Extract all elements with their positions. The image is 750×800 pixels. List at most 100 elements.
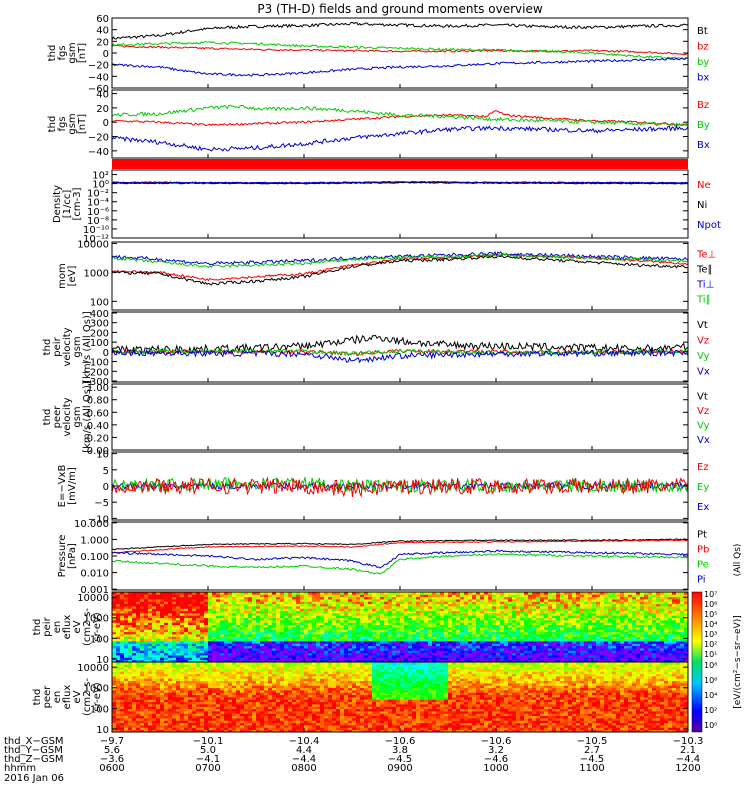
heatmap-cell xyxy=(564,627,569,630)
heatmap-cell xyxy=(652,608,657,612)
heatmap-cell xyxy=(324,596,329,600)
heatmap-cell xyxy=(484,613,489,616)
heatmap-cell xyxy=(456,599,461,602)
heatmap-cell xyxy=(640,636,645,640)
heatmap-cell xyxy=(512,608,517,612)
heatmap-cell xyxy=(416,606,421,609)
heatmap-cell xyxy=(220,652,225,656)
heatmap-cell xyxy=(448,634,453,637)
heatmap-cell xyxy=(440,606,445,609)
heatmap-cell xyxy=(124,603,129,607)
heatmap-cell xyxy=(568,624,573,628)
heatmap-cell xyxy=(340,610,345,614)
heatmap-cell xyxy=(300,594,305,598)
heatmap-cell xyxy=(356,645,361,649)
heatmap-cell xyxy=(144,680,149,684)
heatmap-cell xyxy=(416,599,421,602)
heatmap-cell xyxy=(588,634,593,637)
heatmap-cell xyxy=(404,655,409,658)
heatmap-cell xyxy=(288,657,293,661)
heatmap-cell xyxy=(320,652,325,656)
heatmap-cell xyxy=(188,641,193,644)
heatmap-cell xyxy=(240,627,245,630)
heatmap-cell xyxy=(136,643,141,647)
heatmap-cell xyxy=(280,620,285,623)
heatmap-cell xyxy=(480,629,485,633)
heatmap-cell xyxy=(444,601,449,605)
heatmap-cell xyxy=(232,650,237,654)
heatmap-cell xyxy=(516,648,521,651)
heatmap-cell xyxy=(220,648,225,651)
heatmap-cell xyxy=(372,594,377,598)
heatmap-cell xyxy=(384,610,389,614)
heatmap-cell xyxy=(484,603,489,607)
heatmap-cell xyxy=(300,631,305,635)
heatmap-cell xyxy=(132,627,137,630)
heatmap-cell xyxy=(128,729,133,733)
heatmap-cell xyxy=(644,592,649,595)
heatmap-cell xyxy=(456,657,461,661)
heatmap-cell xyxy=(540,592,545,595)
heatmap-cell xyxy=(388,643,393,647)
heatmap-cell xyxy=(180,643,185,647)
heatmap-cell xyxy=(596,627,601,630)
heatmap-cell xyxy=(568,596,573,600)
heatmap-cell xyxy=(656,634,661,637)
heatmap-cell xyxy=(504,603,509,607)
heatmap-cell xyxy=(544,657,549,661)
heatmap-cell xyxy=(660,596,665,600)
heatmap-cell xyxy=(668,603,673,607)
heatmap-cell xyxy=(528,620,533,623)
heatmap-cell xyxy=(264,634,269,637)
heatmap-cell xyxy=(572,601,577,605)
heatmap-cell xyxy=(260,596,265,600)
heatmap-cell xyxy=(484,641,489,644)
heatmap-cell xyxy=(136,636,141,640)
heatmap-cell xyxy=(288,629,293,633)
heatmap-cell xyxy=(476,636,481,640)
heatmap-cell xyxy=(436,617,441,621)
heatmap-cell xyxy=(572,617,577,621)
heatmap-cell xyxy=(580,606,585,609)
heatmap-cell xyxy=(676,631,681,635)
heatmap-cell xyxy=(492,636,497,640)
heatmap-cell xyxy=(336,620,341,623)
heatmap-cell xyxy=(136,620,141,623)
heatmap-cell xyxy=(548,648,553,651)
heatmap-cell xyxy=(452,650,457,654)
heatmap-cell xyxy=(444,657,449,661)
heatmap-cell xyxy=(560,631,565,635)
heatmap-cell xyxy=(460,603,465,607)
heatmap-cell xyxy=(544,659,549,663)
heatmap-cell xyxy=(664,636,669,640)
heatmap-cell xyxy=(292,636,297,640)
heatmap-cell xyxy=(280,615,285,619)
heatmap-cell xyxy=(460,643,465,647)
heatmap-cell xyxy=(380,606,385,609)
heatmap-cell xyxy=(220,645,225,649)
heatmap-cell xyxy=(632,617,637,621)
heatmap-cell xyxy=(132,664,137,668)
heatmap-cell xyxy=(332,599,337,602)
heatmap-cell xyxy=(116,652,121,656)
heatmap-cell xyxy=(396,627,401,630)
y-tick-label: −10 xyxy=(88,514,109,525)
heatmap-cell xyxy=(624,659,629,663)
heatmap-cell xyxy=(640,613,645,616)
heatmap-cell xyxy=(136,624,141,628)
heatmap-cell xyxy=(676,643,681,647)
heatmap-cell xyxy=(500,615,505,619)
heatmap-cell xyxy=(344,610,349,614)
heatmap-cell xyxy=(448,624,453,628)
heatmap-cell xyxy=(480,638,485,642)
heatmap-cell xyxy=(668,620,673,623)
heatmap-cell xyxy=(128,669,133,672)
heatmap-cell xyxy=(596,613,601,616)
heatmap-cell xyxy=(648,613,653,616)
heatmap-cell xyxy=(376,615,381,619)
heatmap-cell xyxy=(552,627,557,630)
heatmap-cell xyxy=(532,631,537,635)
heatmap-cell xyxy=(636,636,641,640)
heatmap-cell xyxy=(556,650,561,654)
heatmap-cell xyxy=(148,608,153,612)
